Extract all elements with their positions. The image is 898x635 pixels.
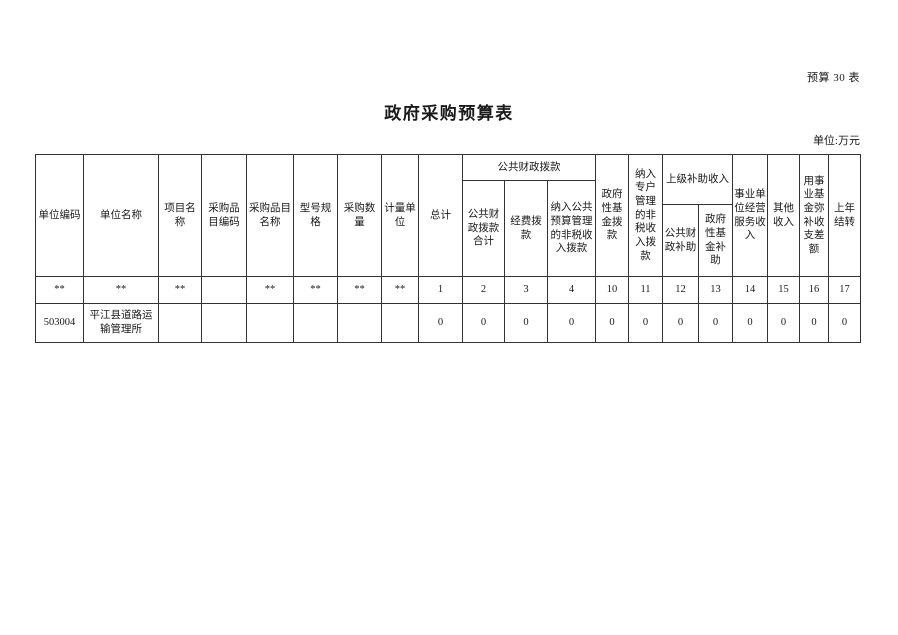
data-cell: [158, 303, 202, 343]
data-cell: [246, 303, 294, 343]
data-cell: [337, 303, 382, 343]
data-cell: 0: [767, 303, 800, 343]
col-header-gov-fund-subsidy: 政府 性基 金补 助: [698, 204, 733, 277]
col-header-business-operating-income: 事业单 位经营 服务收 入: [732, 154, 768, 277]
column-number-cell: 3: [504, 276, 548, 304]
column-number-cell: 15: [767, 276, 800, 304]
column-number-cell: 17: [828, 276, 861, 304]
col-header-public-fiscal-total: 公共财 政拨款 合计: [462, 180, 505, 277]
col-header-measure-unit: 计量单 位: [381, 154, 419, 277]
column-number-cell: 1: [418, 276, 463, 304]
column-number-cell: 4: [547, 276, 596, 304]
table-row: 503004 平江县道路运 输管理所 0 0 0 0 0 0 0 0 0 0 0…: [35, 303, 861, 343]
unit-of-measure-note: 单位:万元: [812, 135, 860, 147]
column-number-row: ** ** ** ** ** ** ** 1 2 3 4 10 11 12 13…: [35, 276, 861, 304]
col-header-nontax-in-public-budget: 纳入公共 预算管理 的非税收 入拨款: [547, 180, 596, 277]
unit-name-cell: 平江县道路运 输管理所: [83, 303, 159, 343]
col-header-total: 总计: [418, 154, 463, 277]
col-header-nontax-special-account: 纳入 专户 管理 的非 税收 入拨 款: [628, 154, 663, 277]
data-cell: 0: [628, 303, 663, 343]
column-number-cell: [201, 276, 247, 304]
data-cell: [293, 303, 338, 343]
col-header-unit-code: 单位编码: [35, 154, 84, 277]
column-number-cell: **: [35, 276, 84, 304]
col-header-unit-name: 单位名称: [83, 154, 159, 277]
unit-code-cell: 503004: [35, 303, 84, 343]
data-cell: 0: [662, 303, 699, 343]
data-cell: [201, 303, 247, 343]
column-number-cell: 14: [732, 276, 768, 304]
data-cell: 0: [504, 303, 548, 343]
column-number-cell: 2: [462, 276, 505, 304]
col-header-procurement-item-name: 采购品目 名称: [246, 154, 294, 277]
data-cell: [381, 303, 419, 343]
col-header-public-fiscal-subsidy: 公共财 政补助: [662, 204, 699, 277]
data-cell: 0: [595, 303, 629, 343]
column-number-cell: **: [83, 276, 159, 304]
data-cell: 0: [547, 303, 596, 343]
col-header-career-fund-balance: 用事 业基 金弥 补收 支差 额: [799, 154, 829, 277]
col-header-other-income: 其他 收入: [767, 154, 800, 277]
column-number-cell: **: [381, 276, 419, 304]
col-header-project-name: 项目名 称: [158, 154, 202, 277]
group-header-public-fiscal-appropriation: 公共财政拨款: [462, 154, 596, 181]
col-header-procurement-qty: 采购数 量: [337, 154, 382, 277]
data-cell: 0: [799, 303, 829, 343]
col-header-prev-year-carryover: 上年 结转: [828, 154, 861, 277]
data-cell: 0: [732, 303, 768, 343]
data-cell: 0: [462, 303, 505, 343]
column-number-cell: **: [293, 276, 338, 304]
col-header-operating-fund: 经费拨 款: [504, 180, 548, 277]
budget-table: 单位编码 单位名称 项目名 称 采购品 目编码 采购品目 名称 型号规 格 采购…: [35, 154, 861, 343]
column-number-cell: **: [246, 276, 294, 304]
data-cell: 0: [418, 303, 463, 343]
column-number-cell: 10: [595, 276, 629, 304]
data-cell: 0: [698, 303, 733, 343]
column-number-cell: 11: [628, 276, 663, 304]
group-header-superior-subsidy-income: 上级补助收入: [662, 154, 733, 205]
column-number-cell: 13: [698, 276, 733, 304]
column-number-cell: **: [337, 276, 382, 304]
column-number-cell: 12: [662, 276, 699, 304]
page-title: 政府采购预算表: [384, 104, 514, 123]
data-cell: 0: [828, 303, 861, 343]
column-number-cell: 16: [799, 276, 829, 304]
sheet-number-label: 预算 30 表: [807, 72, 860, 84]
col-header-gov-fund-appropriation: 政府 性基 金拨 款: [595, 154, 629, 277]
column-number-cell: **: [158, 276, 202, 304]
col-header-model-spec: 型号规 格: [293, 154, 338, 277]
col-header-procurement-item-code: 采购品 目编码: [201, 154, 247, 277]
